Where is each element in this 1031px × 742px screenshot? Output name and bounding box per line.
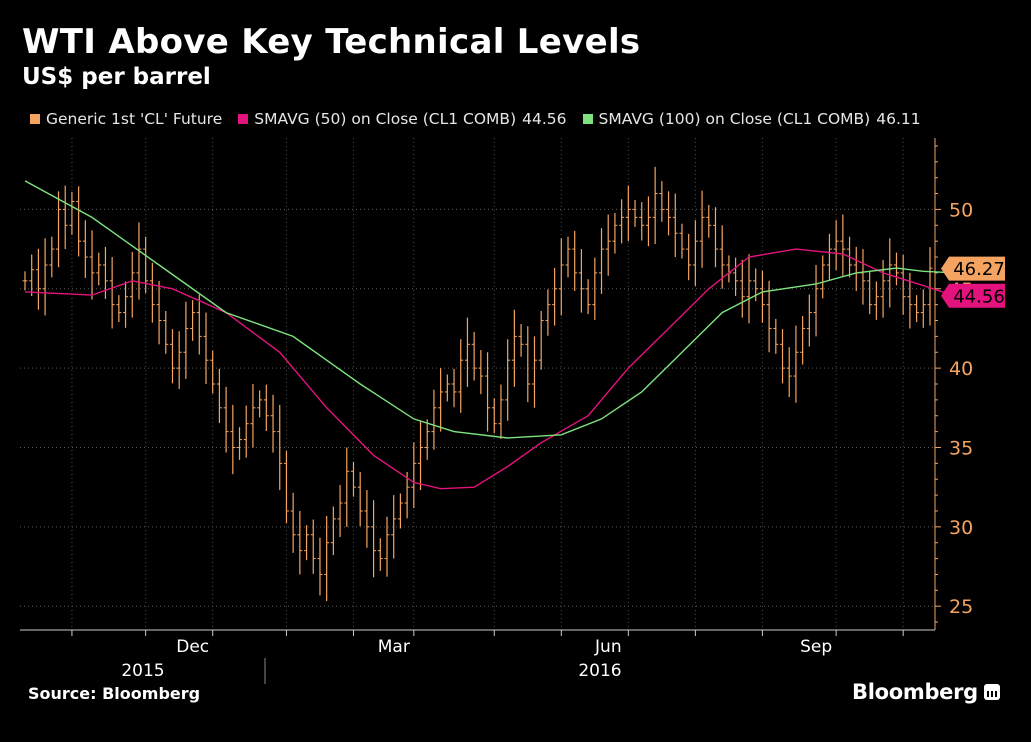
legend-item-sma50: SMAVG (50) on Close (CL1 COMB) 44.56 xyxy=(238,110,567,128)
source-note: Source: Bloomberg xyxy=(28,684,201,703)
y-tick-label: 40 xyxy=(949,358,973,380)
x-tick-label: Sep xyxy=(800,637,832,657)
legend-item-cl-future: Generic 1st 'CL' Future xyxy=(30,110,222,128)
y-tick-label: 35 xyxy=(949,437,973,459)
brand-logo: Bloomberg xyxy=(852,680,1000,704)
legend-swatch-sma50 xyxy=(238,114,249,124)
last-value-label-sma50: 44.56 xyxy=(953,286,1005,307)
legend-label-sma100: SMAVG (100) on Close (CL1 COMB) xyxy=(598,110,871,128)
y-tick-label: 25 xyxy=(949,596,973,618)
last-value-label-cl-future-bg xyxy=(941,256,1005,281)
brand-name: Bloomberg xyxy=(852,680,978,704)
sma50-line xyxy=(24,248,958,490)
x-tick-label: Mar xyxy=(378,637,410,657)
chart-title: WTI Above Key Technical Levels xyxy=(22,22,641,62)
y-tick-label: 30 xyxy=(949,517,973,539)
sma100-line xyxy=(24,180,957,439)
legend-value-sma100: 46.11 xyxy=(876,110,921,128)
x-tick-label: Jun xyxy=(594,637,622,657)
chart-legend: Generic 1st 'CL' Future SMAVG (50) on Cl… xyxy=(30,110,921,128)
year-label: 2015 xyxy=(121,661,164,681)
chart-subtitle: US$ per barrel xyxy=(22,64,211,90)
legend-label-cl-future: Generic 1st 'CL' Future xyxy=(46,110,223,128)
legend-item-sma100: SMAVG (100) on Close (CL1 COMB) 46.11 xyxy=(582,110,921,128)
year-label: 2016 xyxy=(578,661,621,681)
x-tick-label: Dec xyxy=(176,637,209,657)
bloomberg-chart-icon xyxy=(983,684,1000,700)
legend-swatch-cl-future xyxy=(30,114,40,124)
legend-value-sma50: 44.56 xyxy=(522,110,567,128)
legend-swatch-sma100 xyxy=(582,114,593,124)
last-value-label-sma50-bg xyxy=(941,283,1005,308)
y-tick-label: 50 xyxy=(949,199,973,221)
last-value-label-cl-future: 46.27 xyxy=(953,259,1005,280)
legend-label-sma50: SMAVG (50) on Close (CL1 COMB) xyxy=(254,110,517,128)
